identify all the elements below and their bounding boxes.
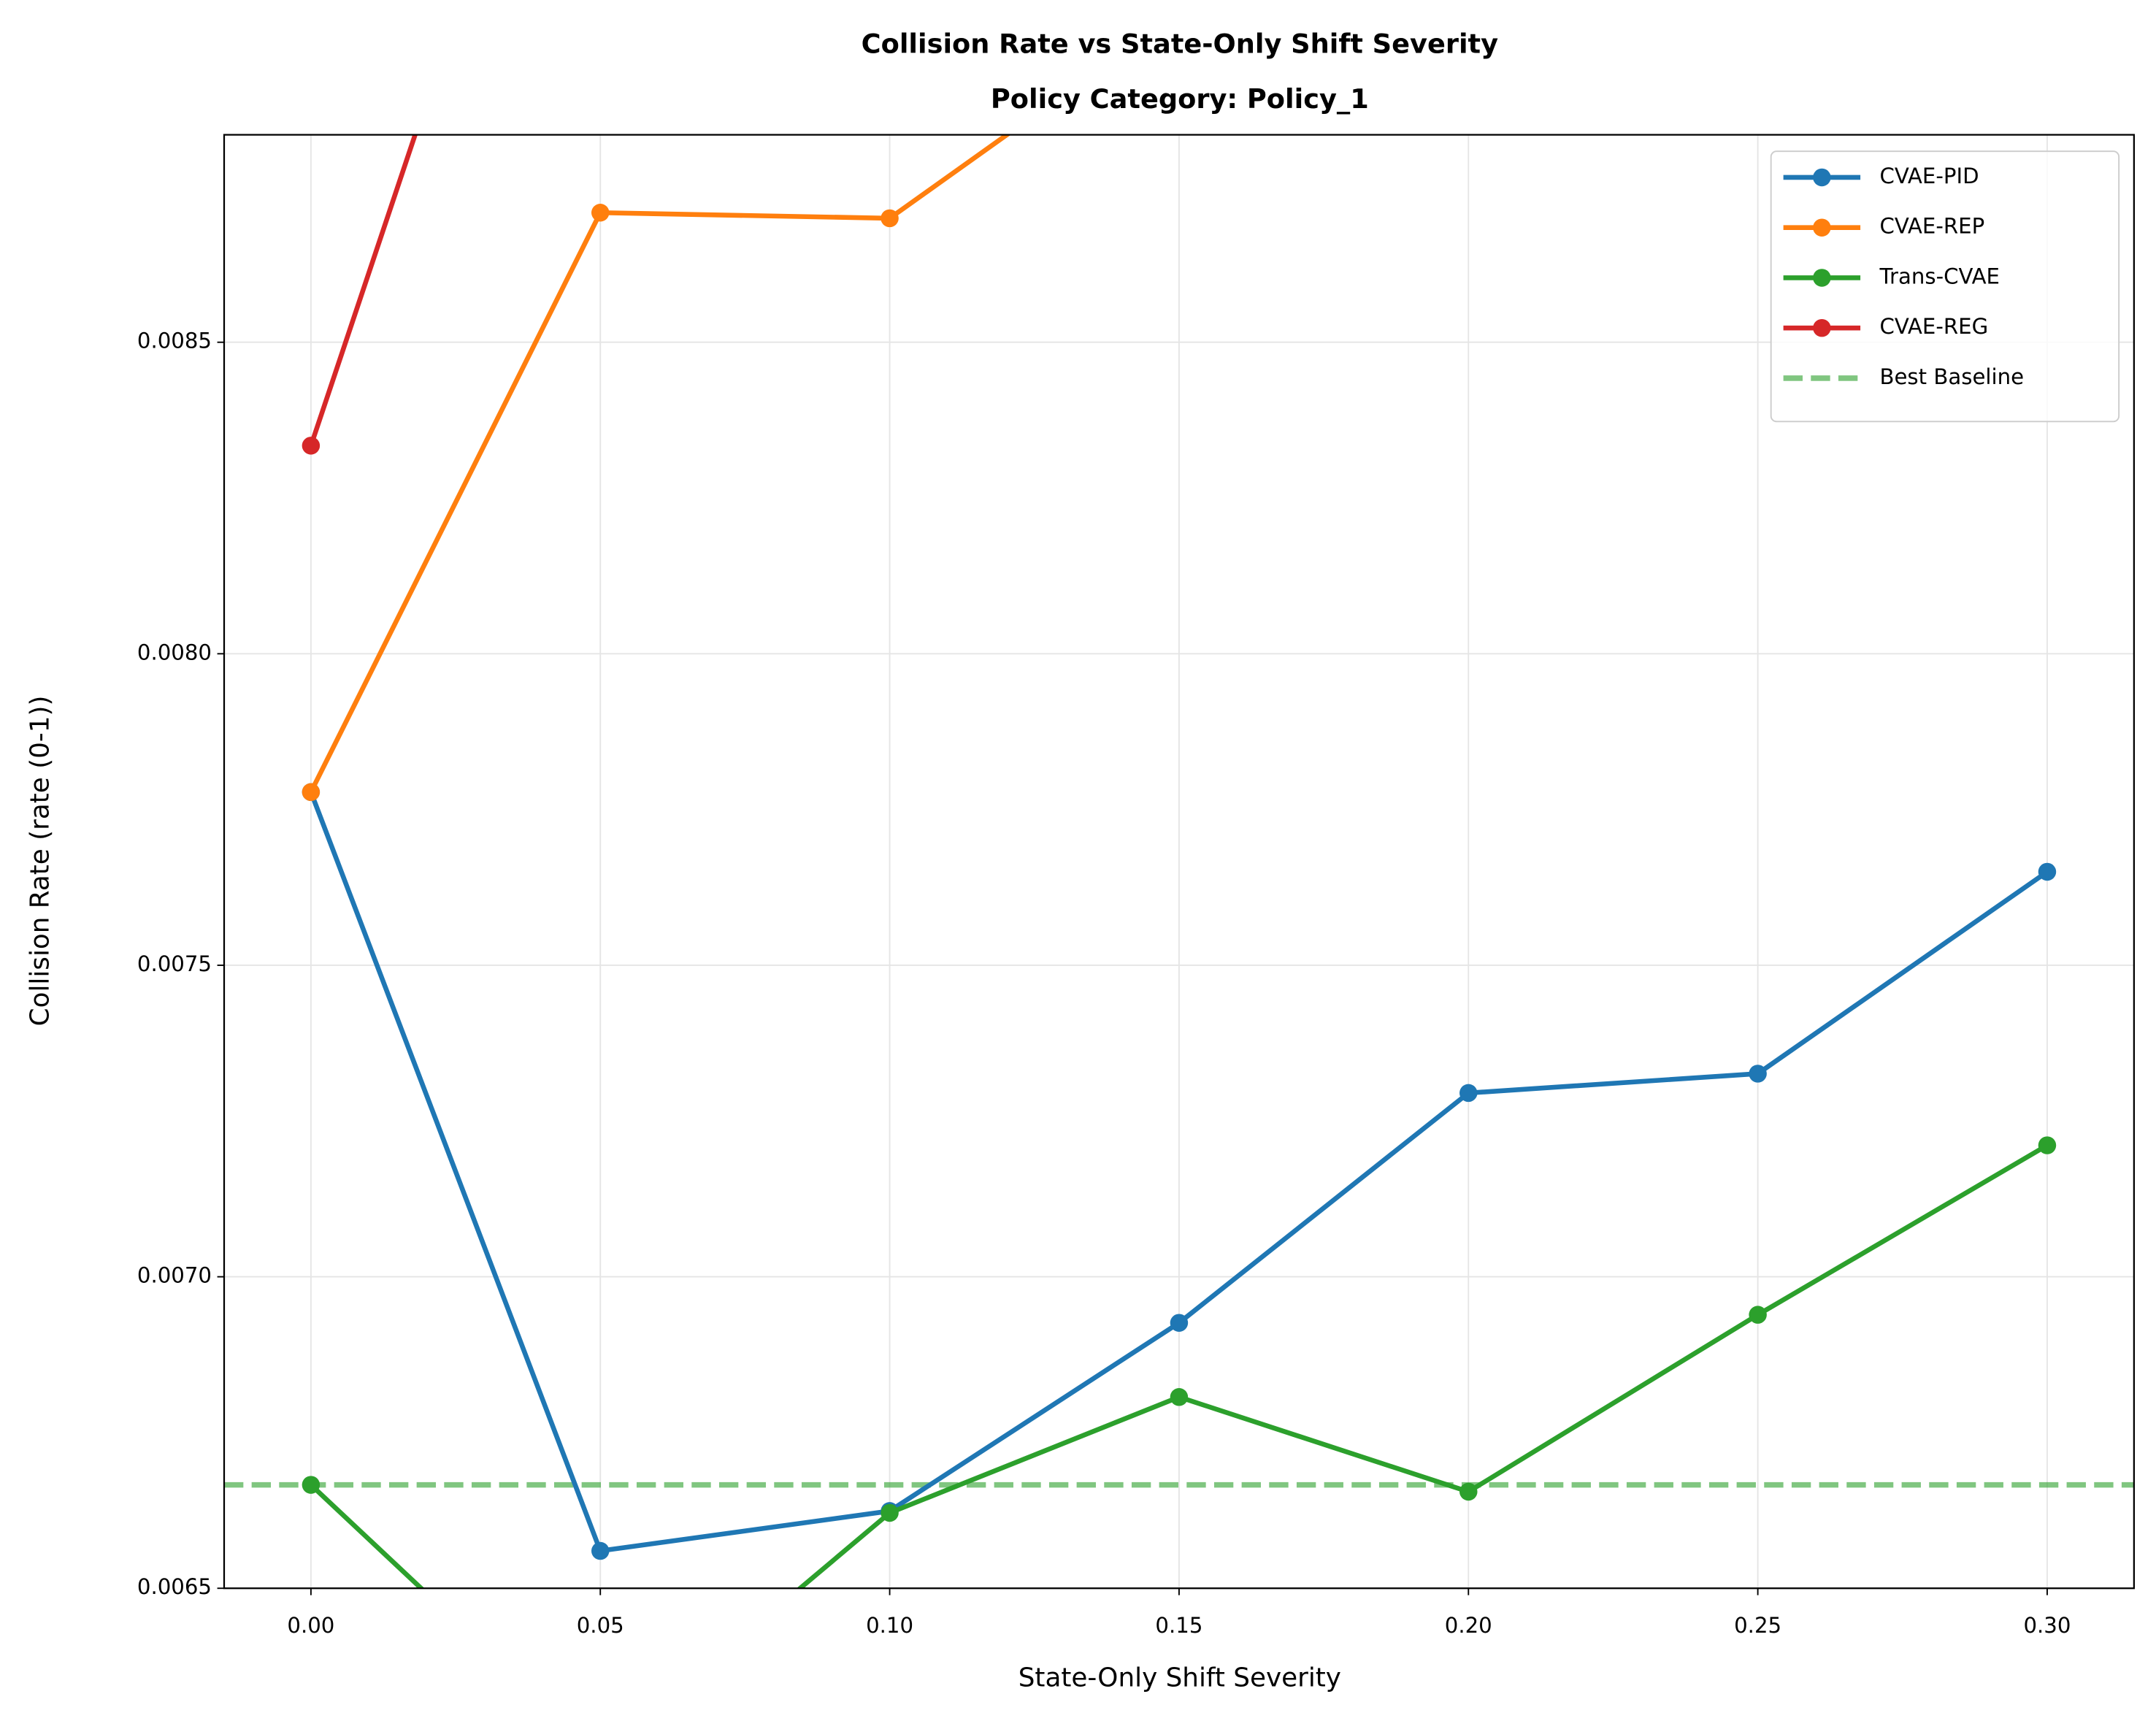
data-point xyxy=(1459,1084,1478,1103)
legend-label: Trans-CVAE xyxy=(1879,264,2000,288)
x-tick-label: 0.15 xyxy=(1155,1613,1202,1638)
chart-title: Collision Rate vs State-Only Shift Sever… xyxy=(862,28,1498,60)
legend-marker xyxy=(1813,269,1831,287)
y-tick-label: 0.0085 xyxy=(137,329,212,353)
data-point xyxy=(2038,862,2057,881)
data-point xyxy=(1749,1065,1767,1083)
legend-marker xyxy=(1813,168,1831,187)
data-point xyxy=(302,783,321,802)
ticks: 0.00 0.05 0.10 0.15 0.20 0.25 0.30 0.0065 0.0070… xyxy=(137,329,2071,1638)
data-point xyxy=(302,1476,321,1494)
y-tick-label: 0.0065 xyxy=(137,1574,212,1599)
legend-label: CVAE-PID xyxy=(1879,164,1979,188)
x-tick-label: 0.25 xyxy=(1734,1613,1781,1638)
x-tick-label: 0.05 xyxy=(577,1613,624,1638)
data-point xyxy=(591,1541,610,1560)
data-point xyxy=(881,1503,899,1522)
series-line xyxy=(308,134,1011,794)
x-tick-label: 0.00 xyxy=(287,1613,334,1638)
series-line xyxy=(308,134,418,447)
legend-box xyxy=(1770,150,2120,423)
data-point xyxy=(1459,1482,1478,1501)
data-point xyxy=(2038,1136,2057,1154)
data-point xyxy=(1170,1314,1189,1332)
grid xyxy=(223,134,2134,1590)
legend-marker xyxy=(1813,318,1831,337)
legend-label: CVAE-REP xyxy=(1879,214,1984,239)
plot-area xyxy=(223,3,2134,1589)
chart-subtitle: Policy Category: Policy_1 xyxy=(991,83,1369,115)
data-point xyxy=(1749,1306,1767,1324)
y-tick-label: 0.0080 xyxy=(137,640,212,664)
x-axis-label: State-Only Shift Severity xyxy=(1018,1663,1341,1693)
y-tick-label: 0.0070 xyxy=(137,1263,212,1288)
y-tick-label: 0.0075 xyxy=(137,951,212,976)
x-tick-label: 0.20 xyxy=(1445,1613,1492,1638)
legend-label: CVAE-REG xyxy=(1879,314,1988,339)
x-tick-label: 0.10 xyxy=(866,1613,913,1638)
data-point xyxy=(591,204,610,222)
data-point xyxy=(1170,1388,1189,1406)
legend: CVAE-PID CVAE-REP Trans-CVAE CVAE-REG Best B… xyxy=(1770,150,2120,423)
legend-marker xyxy=(1813,218,1831,237)
legend-label: Best Baseline xyxy=(1879,364,2024,389)
data-point xyxy=(302,437,321,455)
x-tick-label: 0.30 xyxy=(2023,1613,2071,1638)
data-point xyxy=(1170,3,1188,20)
data-point xyxy=(881,209,899,228)
y-axis-label: Collision Rate (rate (0-1)) xyxy=(25,696,55,1027)
